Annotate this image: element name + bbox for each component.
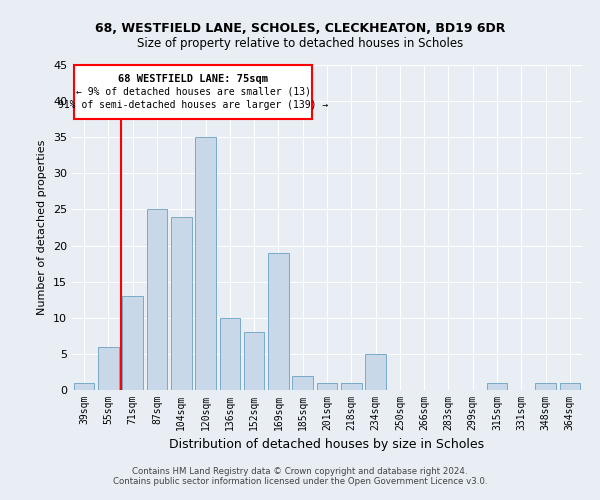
Bar (171, 216, 191, 390)
Bar (220, 318, 240, 390)
Bar (341, 383, 362, 390)
Bar (560, 383, 580, 390)
Text: Contains public sector information licensed under the Open Government Licence v3: Contains public sector information licen… (113, 477, 487, 486)
Text: 68, WESTFIELD LANE, SCHOLES, CLECKHEATON, BD19 6DR: 68, WESTFIELD LANE, SCHOLES, CLECKHEATON… (95, 22, 505, 36)
Bar (365, 354, 386, 390)
Bar (244, 332, 265, 390)
Text: 91% of semi-detached houses are larger (139) →: 91% of semi-detached houses are larger (… (58, 100, 329, 110)
Bar (317, 383, 337, 390)
Text: ← 9% of detached houses are smaller (13): ← 9% of detached houses are smaller (13) (76, 86, 311, 97)
Bar (195, 137, 216, 390)
Bar (535, 383, 556, 390)
Bar (292, 376, 313, 390)
Y-axis label: Number of detached properties: Number of detached properties (37, 140, 47, 315)
Bar (98, 346, 119, 390)
Bar (146, 210, 167, 390)
FancyBboxPatch shape (74, 65, 313, 119)
Bar (268, 253, 289, 390)
Text: Size of property relative to detached houses in Scholes: Size of property relative to detached ho… (137, 38, 463, 51)
Text: Contains HM Land Registry data © Crown copyright and database right 2024.: Contains HM Land Registry data © Crown c… (132, 467, 468, 476)
Bar (74, 383, 94, 390)
Bar (487, 383, 508, 390)
X-axis label: Distribution of detached houses by size in Scholes: Distribution of detached houses by size … (169, 438, 485, 452)
Bar (122, 296, 143, 390)
Text: 68 WESTFIELD LANE: 75sqm: 68 WESTFIELD LANE: 75sqm (118, 74, 268, 84)
